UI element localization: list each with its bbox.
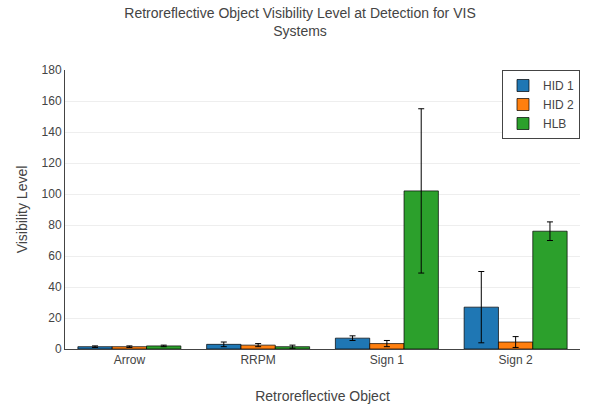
svg-text:0: 0 [55,342,62,356]
svg-text:Sign 2: Sign 2 [499,353,533,367]
svg-text:HLB: HLB [543,117,566,131]
svg-text:20: 20 [48,311,62,325]
svg-text:80: 80 [48,218,62,232]
svg-text:Retroreflective Object: Retroreflective Object [255,388,390,404]
svg-text:140: 140 [42,125,62,139]
svg-text:Sign 1: Sign 1 [370,353,404,367]
svg-text:HID 1: HID 1 [543,79,574,93]
svg-text:120: 120 [42,156,62,170]
svg-text:Visibility Level: Visibility Level [14,166,30,254]
svg-text:HID 2: HID 2 [543,98,574,112]
svg-text:180: 180 [42,63,62,77]
svg-text:RRPM: RRPM [240,353,275,367]
svg-text:Arrow: Arrow [114,353,146,367]
svg-text:40: 40 [48,280,62,294]
svg-text:Retroreflective Object Visibil: Retroreflective Object Visibility Level … [124,5,475,39]
svg-text:100: 100 [42,187,62,201]
svg-text:60: 60 [48,249,62,263]
svg-text:160: 160 [42,94,62,108]
